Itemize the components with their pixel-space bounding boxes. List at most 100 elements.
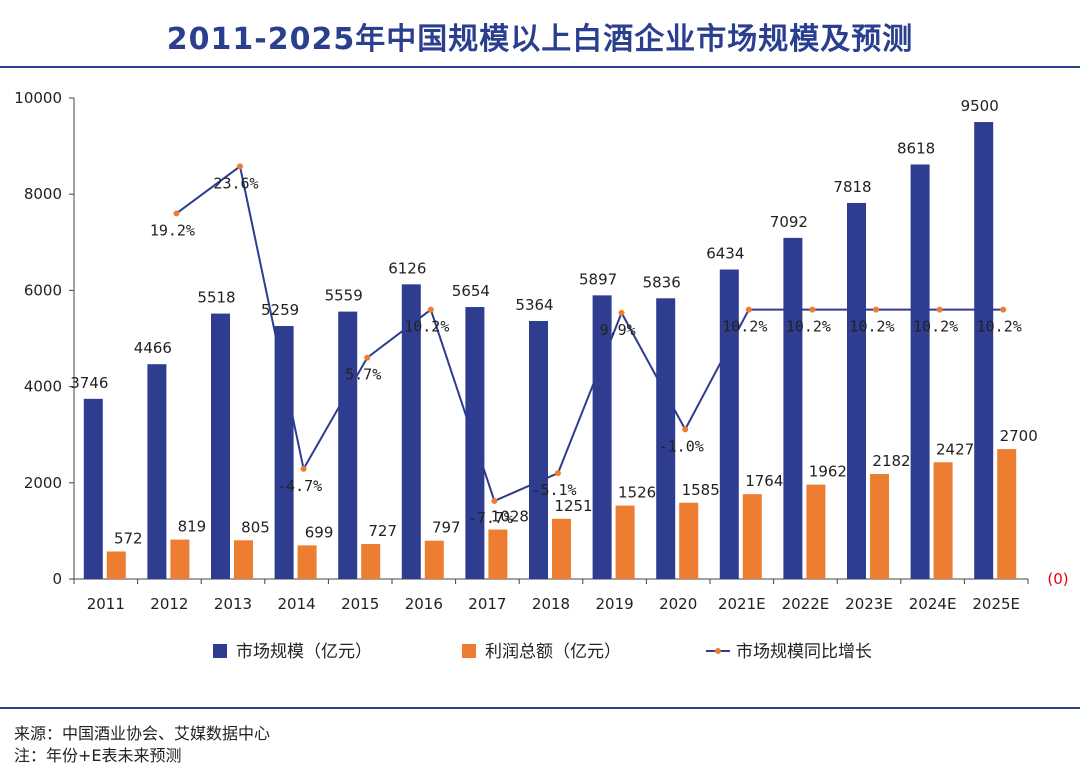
x-tick-label: 2017 <box>468 595 506 613</box>
market-size-bar <box>974 122 994 580</box>
y-tick-label: 10000 <box>14 89 62 107</box>
profit-bar <box>933 462 953 579</box>
title-divider <box>0 66 1080 68</box>
market-size-label: 9500 <box>961 97 999 115</box>
labels-layer: 3746 572 4466 819 5518 805 5259 699 5559 727 6126 7… <box>70 97 1038 547</box>
growth-point <box>300 465 307 472</box>
market-size-label: 3746 <box>70 374 108 392</box>
market-size-label: 5518 <box>197 289 235 307</box>
profit-bar <box>679 502 699 579</box>
x-tick-label: 2018 <box>532 595 570 613</box>
growth-label: 9.9% <box>600 321 636 339</box>
profit-bar <box>106 551 126 579</box>
legend-profit-label: 利润总额（亿元） <box>485 642 621 662</box>
growth-point <box>491 497 498 504</box>
x-tick-label: 2020 <box>659 595 697 613</box>
page-title: 2011-2025年中国规模以上白酒企业市场规模及预测 <box>166 22 914 57</box>
profit-label: 1251 <box>554 497 592 515</box>
profit-bar <box>170 539 190 579</box>
growth-label: 10.2% <box>722 318 767 336</box>
legend-market-size-swatch <box>213 644 227 658</box>
profit-bar <box>742 494 762 579</box>
growth-point <box>173 210 180 217</box>
growth-label: 19.2% <box>150 221 195 239</box>
growth-point <box>682 426 689 433</box>
growth-point <box>427 306 434 313</box>
market-size-bar <box>910 164 930 580</box>
secondary-axis-label: (0) <box>1047 570 1068 588</box>
growth-label: 5.7% <box>345 366 381 384</box>
legend-profit-swatch <box>462 644 476 658</box>
source-note: 来源：中国酒业协会、艾媒数据中心 <box>14 724 271 743</box>
market-size-bar <box>147 364 167 579</box>
x-tick-label: 2025E <box>972 595 1020 613</box>
x-tick-label: 2024E <box>909 595 957 613</box>
legend-growth-label: 市场规模同比增长 <box>736 642 872 662</box>
y-tick-label: 0 <box>52 570 62 588</box>
legend-market-size-label: 市场规模（亿元） <box>236 642 372 662</box>
market-size-bar <box>274 326 294 579</box>
growth-point <box>237 163 243 170</box>
growth-label: 10.2% <box>404 318 449 336</box>
y-tick-label: 6000 <box>24 281 62 299</box>
profit-label: 819 <box>178 518 207 536</box>
market-size-label: 7818 <box>833 178 871 196</box>
growth-label: 10.2% <box>977 318 1022 336</box>
x-tick-label: 2016 <box>405 595 443 613</box>
market-size-bar <box>401 284 421 579</box>
axes: 0 2000 4000 6000 8000 10000 2011 2012 2013 2014 20… <box>14 89 1068 613</box>
growth-point <box>873 306 879 313</box>
x-tick-label: 2013 <box>214 595 252 613</box>
profit-bar <box>297 545 317 579</box>
market-size-label: 5559 <box>325 287 363 305</box>
growth-point <box>936 306 943 313</box>
growth-point <box>555 470 561 477</box>
chart: 0 2000 4000 6000 8000 10000 2011 2012 2013 2014 20… <box>14 89 1068 662</box>
profit-label: 699 <box>305 523 334 541</box>
footer-divider <box>0 707 1080 709</box>
profit-label: 1764 <box>745 472 783 490</box>
profit-label: 572 <box>114 529 143 547</box>
profit-label: 2182 <box>872 452 910 470</box>
growth-point <box>364 354 371 361</box>
profit-label: 1028 <box>491 508 529 526</box>
profit-bar <box>997 449 1017 579</box>
market-size-bar <box>783 237 803 579</box>
market-size-bar <box>211 313 230 579</box>
profit-bar <box>488 529 508 579</box>
growth-point <box>809 306 816 313</box>
growth-line <box>175 164 1004 503</box>
growth-point <box>618 309 625 316</box>
market-size-bar <box>338 311 358 579</box>
market-size-label: 5259 <box>261 301 299 319</box>
profit-bar <box>615 505 635 579</box>
profit-bar <box>552 518 571 579</box>
legend: 市场规模（亿元） 利润总额（亿元） 市场规模同比增长 <box>213 642 872 662</box>
growth-label: -4.7% <box>277 477 322 495</box>
profit-bar <box>361 544 381 579</box>
y-tick-label: 4000 <box>24 378 62 396</box>
market-size-label: 8618 <box>897 139 935 157</box>
market-size-label: 6126 <box>388 259 426 277</box>
market-size-bar <box>719 269 739 579</box>
x-tick-label: 2022E <box>782 595 830 613</box>
x-tick-label: 2015 <box>341 595 379 613</box>
growth-label: -7.7% <box>468 509 513 527</box>
market-size-label: 5364 <box>515 296 553 314</box>
profit-label: 1526 <box>618 484 656 502</box>
growth-label: 10.2% <box>786 318 831 336</box>
market-size-bar <box>529 320 548 579</box>
x-tick-label: 2014 <box>278 595 316 613</box>
growth-point <box>745 306 752 313</box>
growth-label: 23.6% <box>213 174 258 192</box>
growth-label: 10.2% <box>849 318 894 336</box>
x-tick-label: 2019 <box>596 595 634 613</box>
forecast-note: 注：年份+E表未来预测 <box>14 746 182 765</box>
growth-line-layer <box>173 163 1007 504</box>
growth-label: -5.1% <box>531 481 576 499</box>
legend-growth-marker <box>715 648 721 654</box>
y-tick-label: 2000 <box>24 474 62 492</box>
x-tick-label: 2023E <box>845 595 893 613</box>
market-size-bar <box>656 298 676 579</box>
profit-bar <box>870 474 889 579</box>
